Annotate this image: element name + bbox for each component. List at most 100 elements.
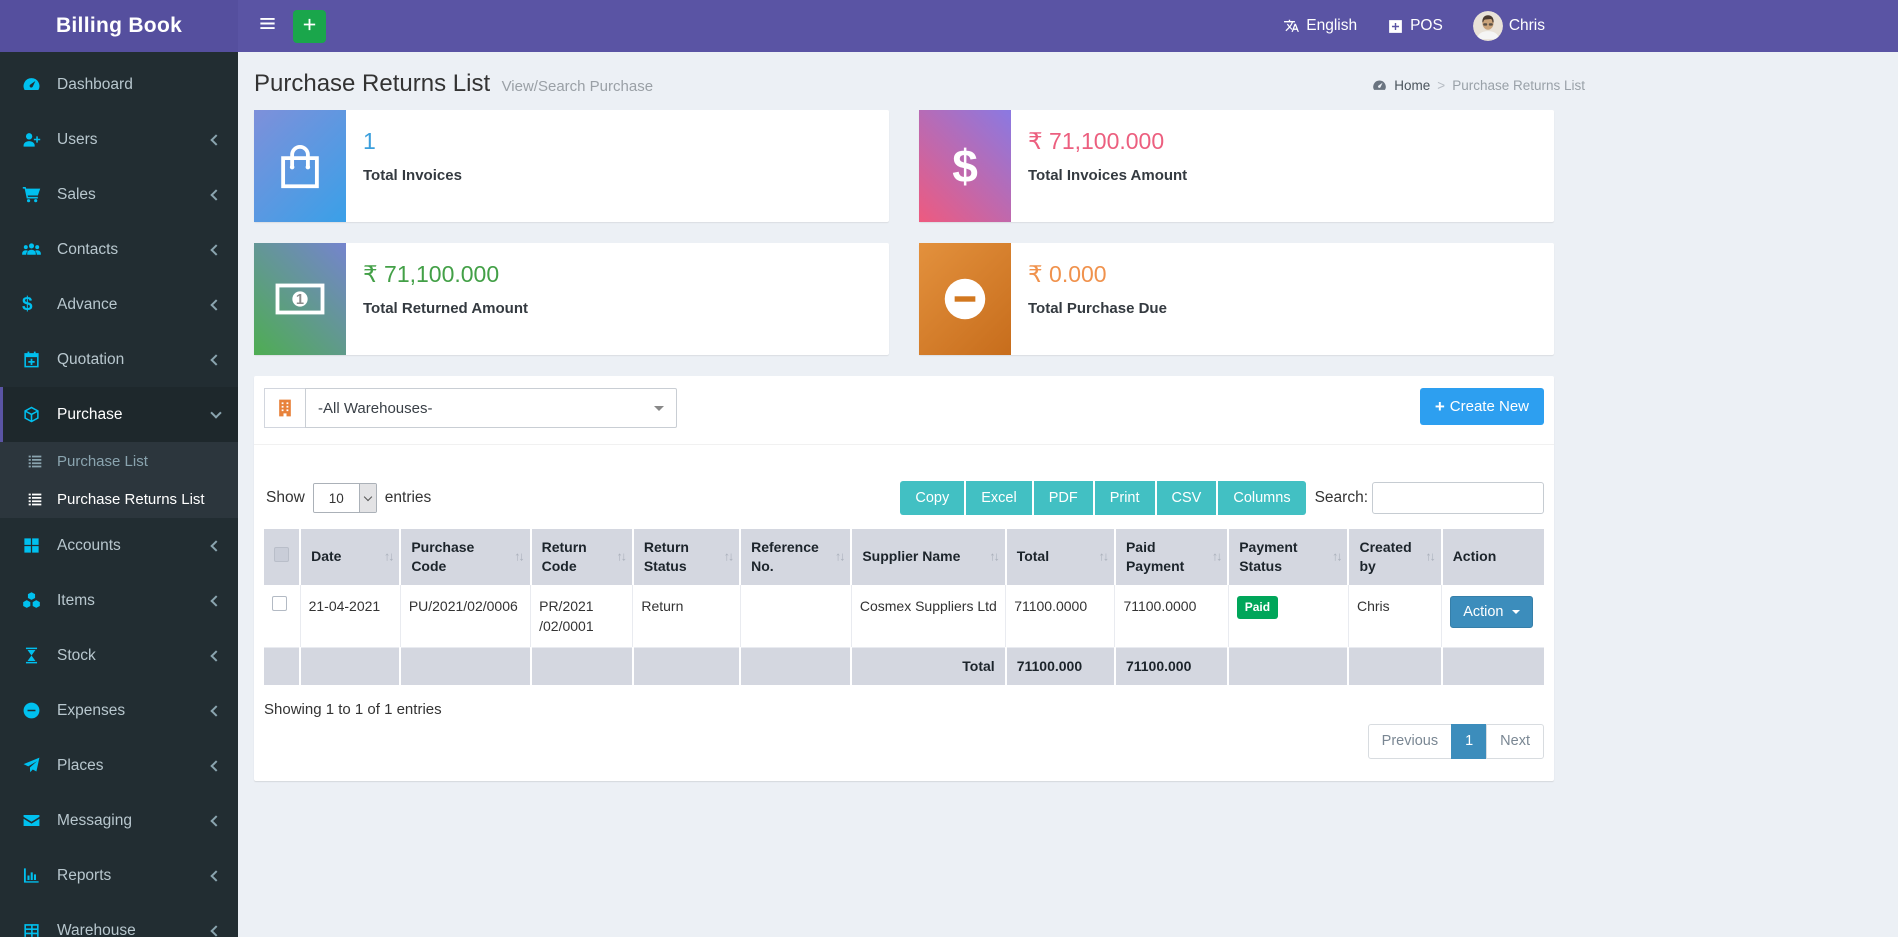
export-button-columns[interactable]: Columns — [1218, 481, 1306, 515]
column-header-reference-no[interactable]: Reference No. ↑↓ — [739, 529, 852, 585]
page-title: Purchase Returns List — [254, 70, 491, 97]
sidebar-subitem-purchase-returns-list[interactable]: Purchase Returns List — [0, 480, 238, 518]
column-header-date[interactable]: Date ↑↓ — [299, 529, 401, 585]
topbar-right: English POS Chris — [1283, 0, 1545, 52]
action-button-label: Action — [1463, 603, 1504, 620]
sidebar-item-users[interactable]: Users — [0, 112, 238, 167]
pos-button[interactable]: POS — [1387, 17, 1443, 35]
stat-card-total-invoices: 1 Total Invoices — [254, 110, 889, 222]
sidebar-item-reports[interactable]: Reports — [0, 848, 238, 903]
stat-card-value: ₹ 71,100.000 — [363, 261, 500, 287]
quick-add-button[interactable] — [293, 9, 326, 43]
dollar-icon: $ — [919, 110, 1011, 222]
create-new-button[interactable]: + Create New — [1419, 388, 1544, 425]
search-label: Search: — [1314, 489, 1368, 506]
stat-card-body: ₹ 71,100.000 Total Invoices Amount — [1011, 110, 1187, 222]
sidebar-item-label: Places — [57, 756, 104, 774]
sidebar-item-messaging[interactable]: Messaging — [0, 793, 238, 848]
action-dropdown-button[interactable]: Action — [1450, 595, 1533, 628]
user-menu[interactable]: Chris — [1472, 11, 1545, 41]
stat-card-value: 1 — [363, 128, 376, 154]
warehouse-building-icon — [264, 388, 306, 428]
column-header-paid-payment[interactable]: Paid Payment ↑↓ — [1113, 529, 1229, 585]
pagination-page-1[interactable]: 1 — [1451, 723, 1488, 759]
pagination-next[interactable]: Next — [1486, 723, 1544, 759]
submenu-purchase: Purchase List Purchase Returns List — [0, 442, 238, 518]
chevron-left-icon — [210, 594, 222, 607]
export-button-copy[interactable]: Copy — [900, 481, 965, 515]
chevron-left-icon — [210, 869, 222, 882]
table-controls: Show 10 entries Copy Excel PDF Print CSV Colu… — [264, 481, 1544, 517]
export-button-csv[interactable]: CSV — [1156, 481, 1217, 515]
list-panel: -All Warehouses- + Create New Show 10 en… — [254, 376, 1554, 781]
sort-icon: ↑↓ — [723, 549, 734, 564]
sidebar-item-label: Purchase — [57, 405, 123, 423]
column-header-return-status[interactable]: Return Status ↑↓ — [631, 529, 741, 585]
export-button-pdf[interactable]: PDF — [1033, 481, 1093, 515]
stat-card-total-purchase-due: ₹ 0.000 Total Purchase Due — [919, 243, 1554, 355]
warehouse-select-value: -All Warehouses- — [318, 399, 433, 417]
cell-action: Action — [1441, 584, 1544, 649]
sidebar-item-places[interactable]: Places — [0, 738, 238, 793]
table-icon — [22, 921, 44, 937]
column-header-purchase-code[interactable]: Purchase Code ↑↓ — [399, 529, 531, 585]
pagination: Previous 1 Next — [264, 723, 1544, 759]
export-button-print[interactable]: Print — [1094, 481, 1155, 515]
column-header-supplier-name[interactable]: Supplier Name ↑↓ — [850, 529, 1006, 585]
sidebar: Dashboard Users Sales Contacts $ Advance Quota… — [0, 52, 238, 937]
breadcrumb: Home > Purchase Returns List — [1372, 78, 1585, 93]
column-header-action: Action — [1440, 529, 1544, 585]
app-brand[interactable]: Billing Book — [0, 0, 238, 52]
export-button-excel[interactable]: Excel — [966, 481, 1032, 515]
search-input[interactable] — [1372, 482, 1544, 514]
sidebar-item-items[interactable]: Items — [0, 573, 238, 628]
sidebar-item-sales[interactable]: Sales — [0, 167, 238, 222]
chevron-left-icon — [210, 759, 222, 772]
stat-card-label: Total Invoices — [363, 167, 462, 185]
language-menu[interactable]: English — [1283, 17, 1357, 35]
pagination-previous[interactable]: Previous — [1367, 723, 1453, 759]
sidebar-item-expenses[interactable]: Expenses — [0, 683, 238, 738]
cell-total: 71100.0000 — [1005, 584, 1115, 649]
footer-cell-return-code — [529, 647, 633, 685]
language-icon — [1283, 18, 1300, 35]
sidebar-item-quotation[interactable]: Quotation — [0, 332, 238, 387]
sidebar-item-label: Accounts — [57, 536, 121, 554]
column-header-created-by[interactable]: Created by ↑↓ — [1347, 529, 1442, 585]
chevron-left-icon — [210, 298, 222, 311]
row-checkbox[interactable] — [272, 595, 287, 611]
sidebar-item-dashboard[interactable]: Dashboard — [0, 57, 238, 112]
sidebar-item-warehouse[interactable]: Warehouse — [0, 903, 238, 937]
stat-card-body: ₹ 0.000 Total Purchase Due — [1011, 243, 1167, 355]
sidebar-item-label: Sales — [57, 185, 96, 203]
sidebar-toggle-button[interactable] — [252, 8, 283, 44]
show-label: Show — [266, 489, 305, 506]
warehouse-select[interactable]: -All Warehouses- — [305, 388, 677, 428]
sidebar-item-label: Advance — [57, 295, 118, 313]
page-length-select[interactable]: 10 — [312, 483, 377, 513]
hourglass-icon — [22, 646, 44, 665]
footer-cell-return-status — [631, 647, 741, 685]
sidebar-item-advance[interactable]: $ Advance — [0, 277, 238, 332]
sidebar-subitem-purchase-list[interactable]: Purchase List — [0, 442, 238, 480]
table-info: Showing 1 to 1 of 1 entries — [264, 700, 442, 718]
column-header-payment-status[interactable]: Payment Status ↑↓ — [1227, 529, 1349, 585]
column-header-label: Payment Status — [1239, 539, 1298, 574]
column-header-label: Date — [311, 548, 342, 565]
filter-row: -All Warehouses- — [264, 388, 1544, 428]
plus-icon: + — [1434, 396, 1445, 416]
bar-chart-icon — [22, 866, 44, 885]
sidebar-item-purchase[interactable]: Purchase — [0, 387, 238, 442]
sidebar-item-contacts[interactable]: Contacts — [0, 222, 238, 277]
footer-cell-total: 71100.000 — [1004, 647, 1115, 685]
page-length-control: Show 10 entries — [266, 483, 431, 513]
column-header-return-code[interactable]: Return Code ↑↓ — [529, 529, 633, 585]
home-gauge-icon — [1372, 78, 1387, 93]
sidebar-item-stock[interactable]: Stock — [0, 628, 238, 683]
column-header-total[interactable]: Total ↑↓ — [1004, 529, 1115, 585]
sidebar-item-accounts[interactable]: Accounts — [0, 518, 238, 573]
stat-card-total-invoices-amount: $ ₹ 71,100.000 Total Invoices Amount — [919, 110, 1554, 222]
header-checkbox[interactable] — [274, 546, 289, 562]
footer-cell-paid-payment: 71100.000 — [1113, 647, 1229, 685]
breadcrumb-home[interactable]: Home — [1394, 78, 1431, 93]
